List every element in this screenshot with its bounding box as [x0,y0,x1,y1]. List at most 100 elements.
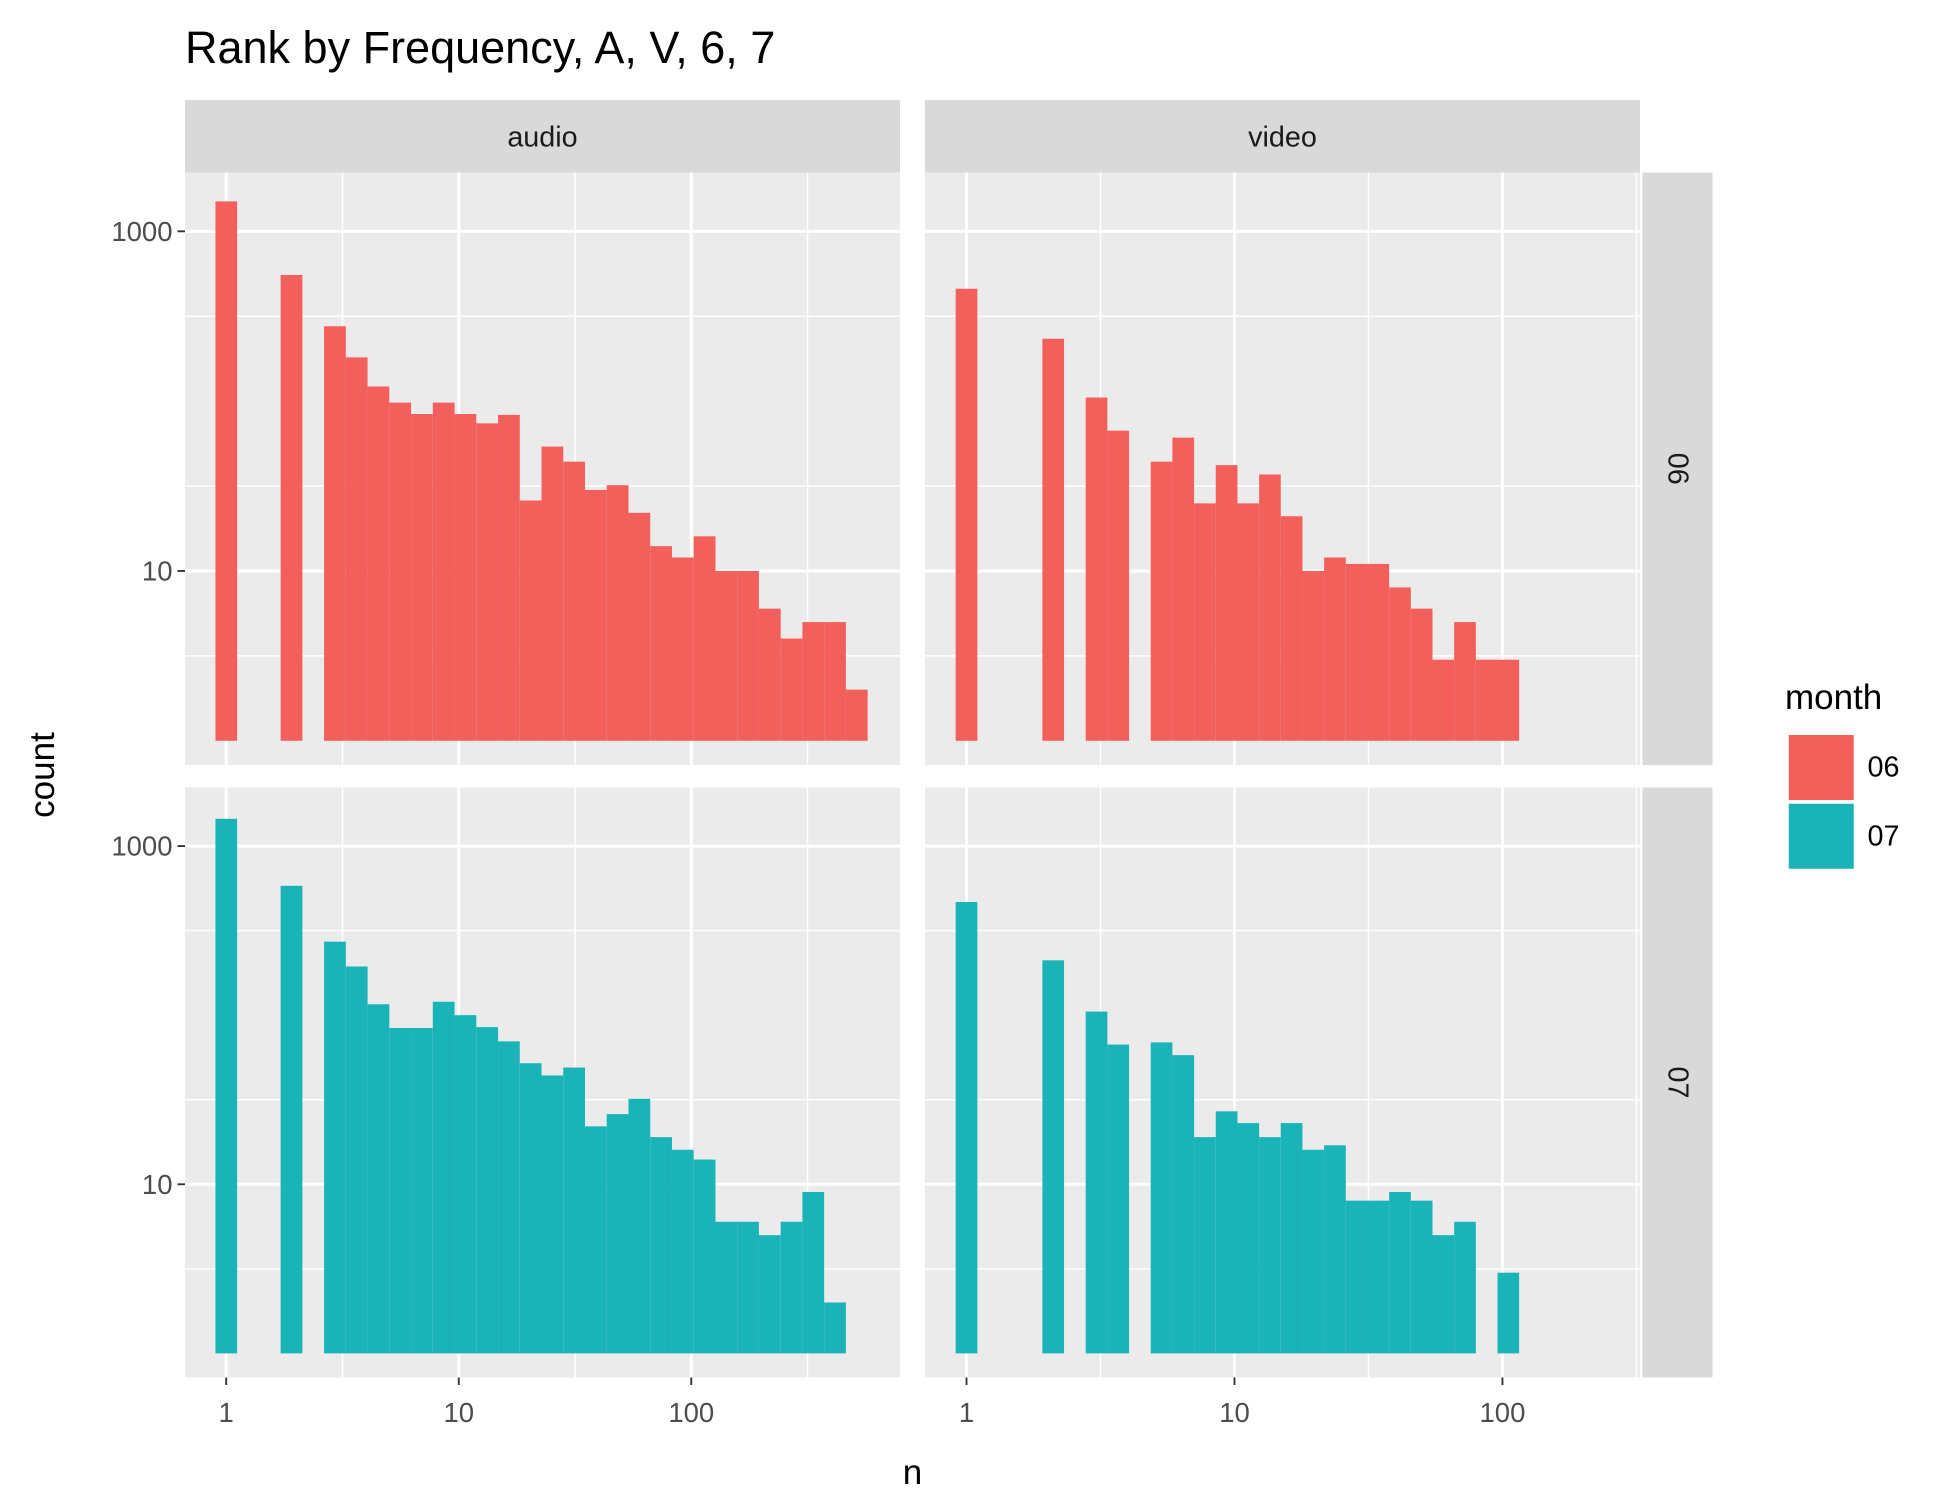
bar [367,386,390,741]
bar [1367,563,1390,741]
bar [693,1159,716,1354]
bar [1497,659,1520,741]
x-tick-label: 10 [443,1397,474,1428]
bar [1410,1200,1433,1354]
strip-background [1642,172,1713,765]
bar [432,1001,455,1354]
bar [1042,338,1065,741]
bar [476,1027,499,1354]
y-tick-label: 10 [142,555,173,586]
bar [715,1221,738,1354]
bar [1324,1145,1346,1354]
bar [367,1004,390,1354]
bar [606,485,629,741]
bar [324,326,346,741]
bar [541,446,564,741]
bar [628,512,651,741]
bar [563,1067,585,1354]
bar [1194,503,1216,741]
y-axis-title: count [23,732,62,818]
bar [1302,1149,1325,1354]
bar [1042,960,1065,1354]
bar [1194,1137,1216,1354]
legend-label: 07 [1868,820,1900,852]
bar [215,201,238,741]
bar [1107,1044,1130,1354]
strip-background [1642,787,1713,1378]
y-tick-label: 1000 [111,216,172,247]
bar [955,288,978,741]
bar [1237,503,1260,741]
bar [1237,1123,1260,1354]
bar [280,275,303,741]
bar [476,423,499,741]
bar [389,1027,412,1354]
bar [737,1221,759,1354]
bar [1389,1192,1411,1354]
bar [758,608,781,741]
bar [955,901,978,1354]
column-strip-label: audio [507,122,577,154]
legend-title: month [1785,678,1882,717]
bar [1345,1200,1368,1354]
x-axis-title: n [903,1453,922,1492]
x-tick-label: 10 [1219,1397,1250,1428]
bar [650,1137,672,1354]
x-tick-label: 1 [219,1397,234,1428]
bar [411,413,433,741]
bar [280,885,303,1354]
bar [519,1063,542,1354]
bar [1172,1055,1195,1354]
bar [824,622,846,741]
bar [845,689,868,741]
bar [1324,557,1346,741]
bar [454,413,477,741]
bar [737,570,759,741]
bar [345,966,368,1354]
bar [780,638,803,741]
bar [584,489,607,741]
bar [584,1126,607,1354]
bar [519,500,542,741]
bar [1475,659,1498,741]
bar [780,1221,803,1354]
column-strip-label: video [1248,122,1317,154]
bar [215,818,238,1354]
bar [389,402,412,741]
bar [1345,563,1368,741]
bar [345,357,368,741]
bar [650,546,672,741]
bar [1085,397,1108,741]
bar [1150,1042,1173,1354]
legend-key [1786,801,1857,872]
legend-label: 06 [1868,752,1900,784]
bar [758,1235,781,1354]
bar [671,1149,694,1354]
bar [1432,659,1455,741]
bar [498,414,520,741]
bar [1172,437,1195,741]
row-strip-label: 07 [1662,1067,1694,1099]
bar [1259,474,1281,741]
x-tick-label: 100 [668,1397,714,1428]
bar [802,622,825,741]
x-tick-label: 1 [959,1397,974,1428]
bar [1215,1111,1238,1354]
bar [1497,1272,1520,1354]
bar [1454,622,1476,741]
bar [628,1098,651,1354]
y-tick-label: 1000 [111,831,172,862]
y-tick-label: 10 [142,1169,173,1200]
legend-key [1786,732,1857,803]
bar [1410,608,1433,741]
bar [1107,430,1130,741]
bar [498,1041,520,1354]
strip-background [925,100,1640,173]
bar [1150,461,1173,741]
bar [1389,587,1411,741]
bar [411,1027,433,1354]
bar [715,570,738,741]
bar [541,1075,564,1354]
bar [606,1114,629,1354]
bar [824,1302,846,1354]
